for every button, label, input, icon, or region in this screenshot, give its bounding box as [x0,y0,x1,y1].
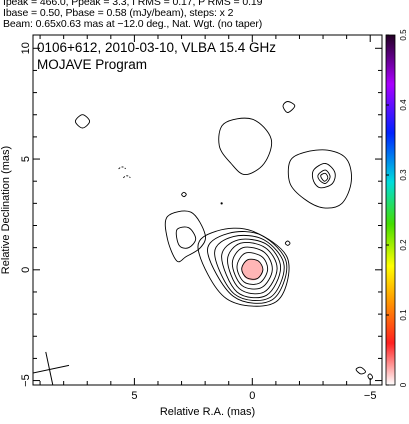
contour-core [227,242,278,295]
contour-small [355,366,366,375]
x-tick-label: 5 [131,390,137,402]
x-axis-label: Relative R.A. (mas) [160,406,255,418]
contour-small [181,191,187,198]
contour-small [74,114,91,129]
colorbar-tick-label: 0.2 [399,239,408,251]
negative-contour [123,175,131,179]
contour-core [197,227,290,307]
chart-title: 0106+612, 2010-03-10, VLBA 15.4 GHz [37,40,276,55]
contour-dot [220,202,223,205]
y-axis-label: Relative Declination (mas) [0,146,12,274]
plot-frame [32,34,383,386]
negative-contour [118,166,126,170]
contour-east-knot [317,169,331,184]
contour-jet-NW [175,226,197,249]
header-line-3: Beam: 0.65x0.63 mas at −12.0 deg., Nat. … [3,18,263,30]
y-tick-label: −5 [20,374,32,387]
header-line-1: Ipeak = 466.0, Ppeak = 3.3, I RMS = 0.17… [3,0,263,8]
contour-jet-NW [164,210,206,263]
contour-small [282,101,296,113]
contour-core [207,231,288,304]
y-tick-label: 5 [20,156,32,162]
contour-north [218,117,273,176]
contour-east-knot [311,163,336,189]
contour-small [367,373,374,380]
x-tick-label: 0 [249,390,255,402]
colorbar-tick-label: 0.4 [399,99,408,111]
contour-core [214,234,285,301]
contour-east-knot [287,149,352,209]
y-tick-label: 10 [20,42,32,54]
y-tick-label: 0 [20,267,32,273]
x-tick-label: −5 [364,390,377,402]
contour-core [221,238,282,299]
plot-area [33,35,382,385]
peak-fill [241,259,263,281]
beam-minor-axis [45,351,54,385]
colorbar [385,34,396,386]
contour-core [231,246,273,290]
header-line-2: Ibase = 0.50, Pbase = 0.58 (mJy/beam), s… [3,7,234,19]
colorbar-tick-label: 0.3 [399,169,408,181]
colorbar-tick-label: 0.5 [399,29,408,41]
contour-east-knot [320,172,329,182]
contour-core [236,252,269,285]
contour-core [241,258,264,280]
chart-subtitle: MOJAVE Program [37,57,147,72]
contour-small [284,240,291,246]
colorbar-tick-label: 0 [399,382,408,387]
colorbar-tick-label: 0.1 [399,309,408,321]
